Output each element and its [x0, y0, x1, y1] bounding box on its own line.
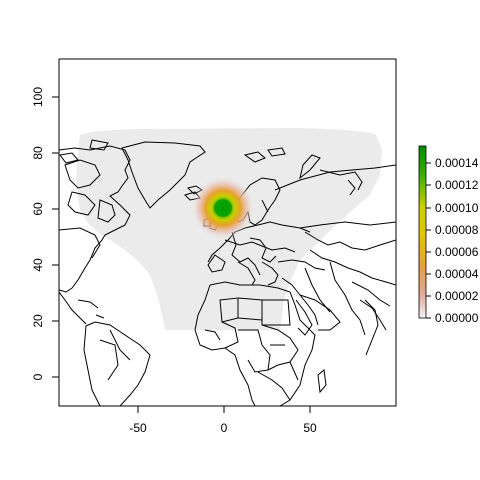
country-borders: [59, 139, 396, 406]
x-tick-label: 0: [221, 421, 228, 435]
colorbar-tick-label: 0.00002: [435, 289, 479, 303]
x-axis: [137, 405, 311, 413]
colorbar: [418, 145, 427, 319]
y-tick-label: 80: [31, 146, 45, 160]
colorbar-tick-label: 0.00000: [435, 311, 479, 325]
colorbar-tick-label: 0.00006: [435, 245, 479, 259]
y-tick-label: 0: [31, 373, 45, 380]
y-tick-label: 40: [31, 258, 45, 272]
x-tick-label: -50: [129, 421, 147, 435]
y-tick-label: 20: [31, 314, 45, 328]
colorbar-tick-label: 0.00014: [435, 156, 479, 170]
map-panel: [59, 128, 396, 406]
y-axis: [52, 96, 60, 378]
colorbar-ticks: [426, 162, 431, 319]
x-tick-label: 50: [303, 421, 317, 435]
colorbar-tick-label: 0.00008: [435, 223, 479, 237]
colorbar-tick-label: 0.00004: [435, 267, 479, 281]
y-tick-label: 60: [31, 202, 45, 216]
colorbar-tick-label: 0.00012: [435, 178, 479, 192]
y-tick-label: 100: [31, 87, 45, 107]
colorbar-tick-label: 0.00010: [435, 201, 479, 215]
